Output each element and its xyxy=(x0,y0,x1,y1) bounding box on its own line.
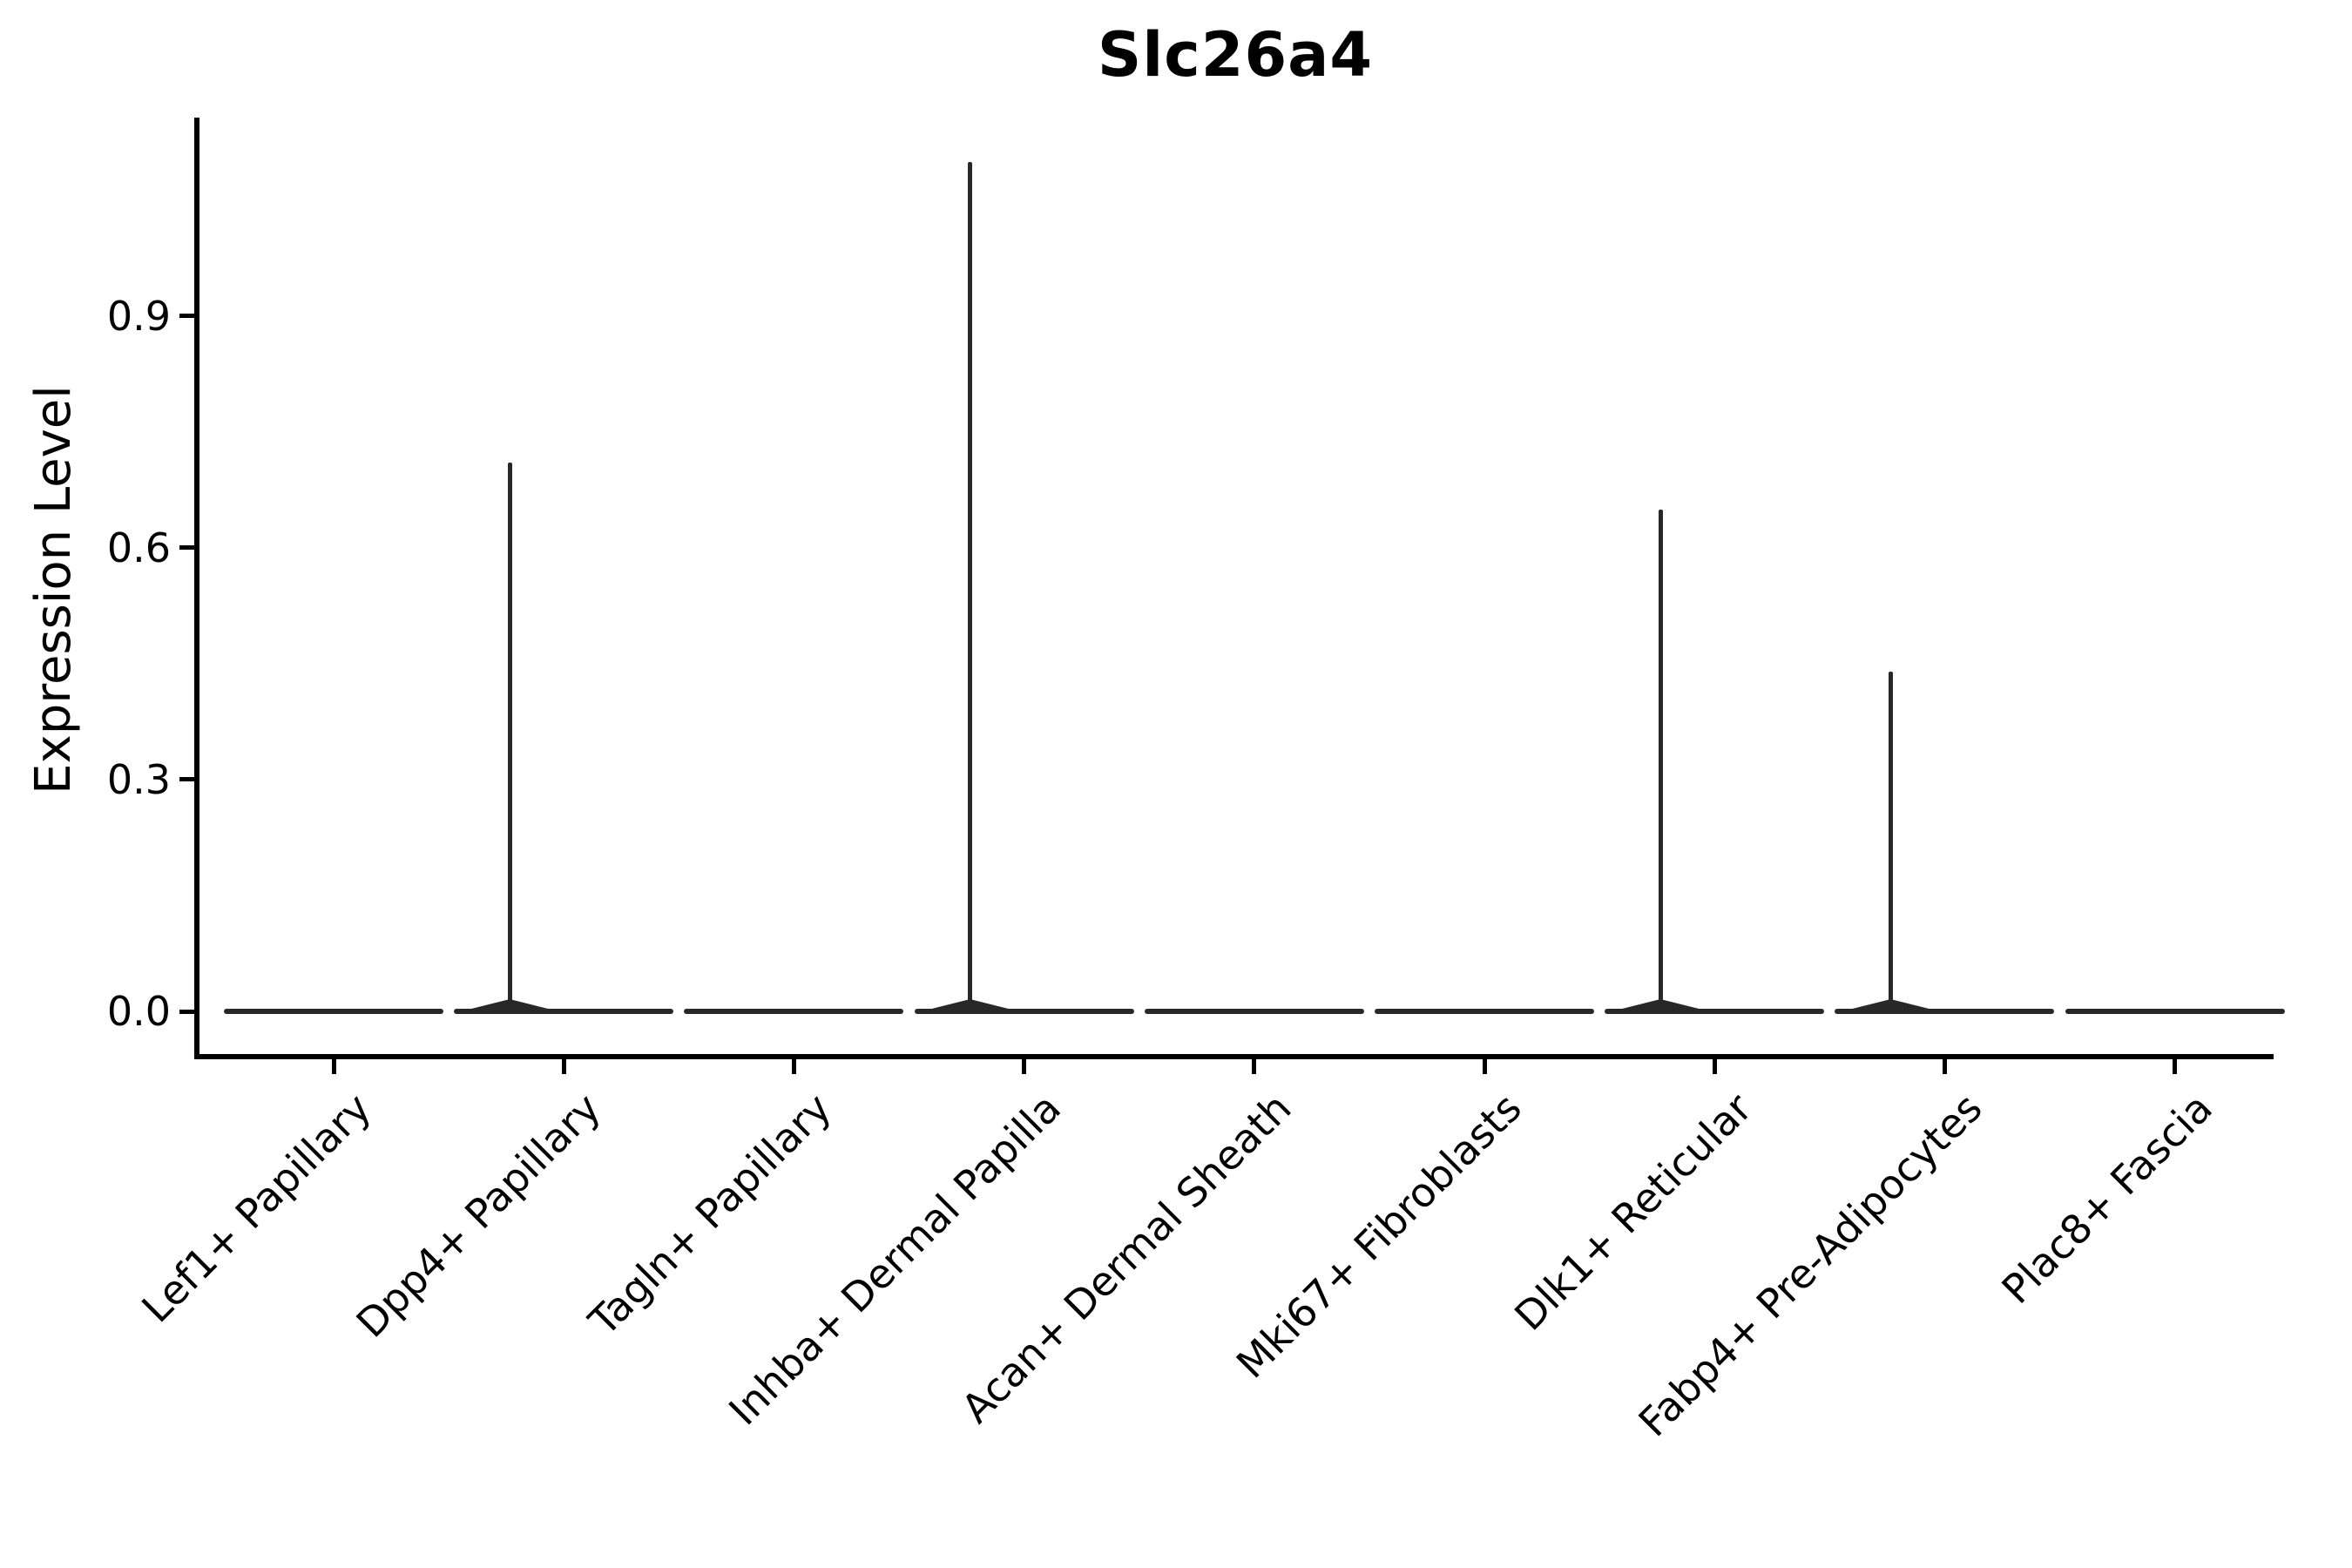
x-tick-5 xyxy=(1482,1059,1487,1074)
y-tick-label-3: 0.9 xyxy=(106,292,171,340)
violin-spike-6 xyxy=(1658,509,1663,1014)
violin-baseline-6 xyxy=(1605,1009,1825,1014)
x-tick-3 xyxy=(1022,1059,1027,1074)
violin-baseline-8 xyxy=(2065,1009,2285,1014)
x-tick-8 xyxy=(2173,1059,2178,1074)
x-tick-0 xyxy=(331,1059,336,1074)
x-axis-spine xyxy=(194,1054,2274,1059)
x-tick-label-8: Plac8+ Fascia xyxy=(1991,1084,2221,1313)
violin-baseline-5 xyxy=(1375,1009,1594,1014)
x-tick-label-1: Dpp4+ Papillary xyxy=(347,1084,610,1347)
violin-baseline-7 xyxy=(1835,1009,2055,1014)
x-tick-label-2: Tagln+ Papillary xyxy=(579,1084,841,1345)
x-tick-6 xyxy=(1712,1059,1717,1074)
y-tick-label-2: 0.6 xyxy=(106,524,171,571)
x-tick-7 xyxy=(1942,1059,1947,1074)
y-tick-0 xyxy=(179,1009,194,1014)
y-tick-2 xyxy=(179,545,194,551)
x-tick-label-6: Dlk1+ Reticular xyxy=(1504,1084,1761,1340)
y-tick-1 xyxy=(179,777,194,782)
violin-spike-3 xyxy=(968,161,973,1014)
violin-spike-1 xyxy=(507,463,512,1014)
y-tick-label-0: 0.0 xyxy=(106,988,171,1035)
x-tick-4 xyxy=(1252,1059,1257,1074)
x-tick-label-0: Lef1+ Papillary xyxy=(132,1084,380,1332)
violin-baseline-2 xyxy=(684,1009,904,1014)
y-axis-spine xyxy=(194,118,199,1059)
violin-baseline-1 xyxy=(454,1009,674,1014)
violin-baseline-0 xyxy=(224,1009,443,1014)
x-tick-2 xyxy=(791,1059,796,1074)
violin-baseline-4 xyxy=(1144,1009,1364,1014)
y-tick-label-1: 0.3 xyxy=(106,755,171,803)
violin-baseline-3 xyxy=(914,1009,1134,1014)
violin-spike-7 xyxy=(1888,671,1893,1014)
x-tick-1 xyxy=(561,1059,566,1074)
y-tick-3 xyxy=(179,314,194,319)
plot-title: Slc26a4 xyxy=(1097,19,1374,91)
